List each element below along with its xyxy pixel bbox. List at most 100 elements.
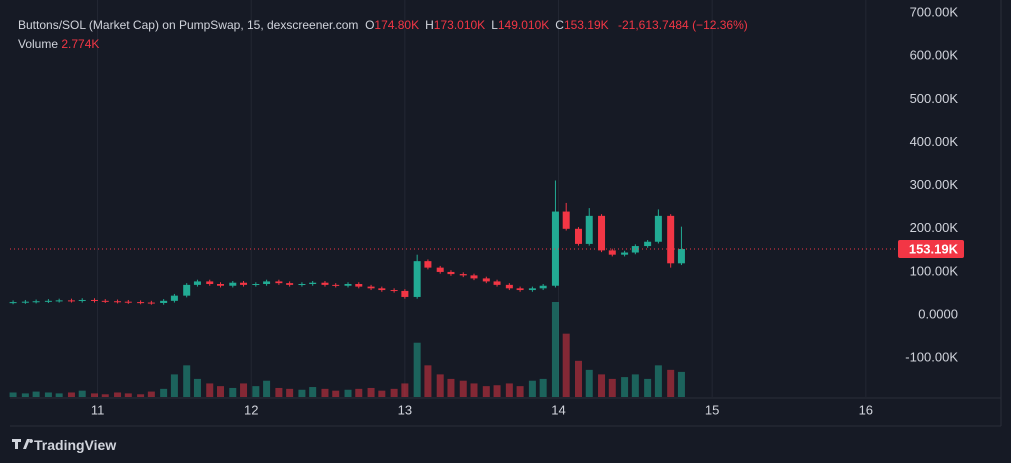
y-tick-label: 700.00K <box>910 5 959 20</box>
candle-body <box>321 282 329 285</box>
volume-bar <box>183 365 191 397</box>
legend-key: H <box>425 18 434 32</box>
candle-body <box>436 267 444 272</box>
volume-bar <box>424 365 432 397</box>
volume-bar <box>332 390 340 397</box>
volume-bar <box>91 393 99 397</box>
volume-bar <box>170 374 178 397</box>
candle-body <box>344 284 352 286</box>
candle-body <box>621 252 629 255</box>
candle-body <box>332 284 340 286</box>
volume-bar <box>229 387 237 397</box>
grid <box>97 0 867 397</box>
x-tick-label: 14 <box>551 402 565 417</box>
candle-body <box>309 282 317 285</box>
volume-bar <box>401 383 409 397</box>
volume-bar <box>263 380 271 397</box>
legend-key: L <box>491 18 498 32</box>
x-tick-label: 13 <box>398 402 412 417</box>
volume-bar <box>78 390 86 397</box>
candle-body <box>551 211 559 286</box>
candle-body <box>459 274 467 276</box>
volume-bar <box>470 383 478 397</box>
volume-bar <box>298 389 306 397</box>
candle-body <box>528 288 536 291</box>
candle-body <box>170 295 178 301</box>
y-tick-label: 100.00K <box>910 263 959 278</box>
volume-bar <box>9 392 17 397</box>
last-price-label: 153.19K <box>909 241 959 256</box>
axes: -100.00K 0.0000 100.00K 200.00K 300.00K 400.0… <box>10 5 964 417</box>
last-price-box <box>898 239 964 258</box>
x-tick-label: 16 <box>859 402 873 417</box>
volume-bar <box>598 374 606 397</box>
volume-bar <box>574 360 582 397</box>
volume-bar <box>631 374 639 397</box>
volume-bar <box>528 380 536 397</box>
volume-bar <box>193 378 201 397</box>
candle-body <box>206 281 214 285</box>
volume-bar <box>644 378 652 397</box>
candle-body <box>229 282 237 286</box>
candle-body <box>114 301 122 303</box>
volume-bar <box>378 390 386 397</box>
candle-body <box>667 215 675 264</box>
legend-row: Buttons/SOL (Market Cap) on PumpSwap, 15… <box>18 16 748 35</box>
candle-body <box>413 261 421 297</box>
candle-body <box>367 286 375 289</box>
volume-key: Volume <box>18 37 59 51</box>
brand: TradingView <box>34 437 117 453</box>
volume-bar <box>459 380 467 397</box>
volume-bar <box>516 386 524 397</box>
candle-body <box>193 281 201 285</box>
volume-bar <box>275 387 283 397</box>
volume-bar <box>309 387 317 397</box>
candle-body <box>137 302 145 304</box>
candle-body <box>654 215 662 242</box>
candle-body <box>516 288 524 291</box>
candle-body <box>598 215 606 251</box>
volume-bar <box>137 394 145 397</box>
volume-bar <box>390 388 398 397</box>
volume-bar <box>114 392 122 397</box>
legend-key: C <box>555 18 564 32</box>
volume-bar <box>436 374 444 397</box>
volume-bar <box>562 333 570 397</box>
candle-body <box>21 301 29 303</box>
volume-bar <box>493 385 501 397</box>
candle-body <box>240 282 248 285</box>
volume-bar <box>240 383 248 397</box>
candle-body <box>585 215 593 244</box>
volume-bar <box>32 391 40 397</box>
volume-bar <box>505 383 513 397</box>
candle-body <box>390 290 398 292</box>
candle-body <box>378 288 386 291</box>
candle-body <box>286 283 294 285</box>
legend-value: 174.80K <box>374 18 420 32</box>
volume-bar <box>216 386 224 397</box>
candle-body <box>644 241 652 247</box>
x-tick-label: 15 <box>705 402 719 417</box>
volume-row: Volume 2.774K <box>18 35 748 54</box>
candle-body <box>78 299 86 301</box>
candle-body <box>183 284 191 296</box>
volume-bar <box>67 392 75 397</box>
y-tick-label: 500.00K <box>910 91 959 106</box>
candle-body <box>608 250 616 255</box>
y-tick-label: -100.00K <box>905 350 958 365</box>
volume-bar <box>44 392 52 397</box>
volume-bar <box>101 394 109 397</box>
symbol-title: Buttons/SOL (Market Cap) on PumpSwap, 15… <box>18 18 359 32</box>
volume-bar <box>539 378 547 397</box>
candle-body <box>44 300 52 302</box>
volume-bar <box>654 365 662 397</box>
volume-bar <box>608 378 616 397</box>
legend-value: 153.19K <box>563 18 609 32</box>
volume-bar <box>344 389 352 397</box>
candle-body <box>401 290 409 297</box>
candle-body <box>263 281 271 285</box>
y-tick-label: 400.00K <box>910 134 959 149</box>
candle-body <box>160 300 168 303</box>
